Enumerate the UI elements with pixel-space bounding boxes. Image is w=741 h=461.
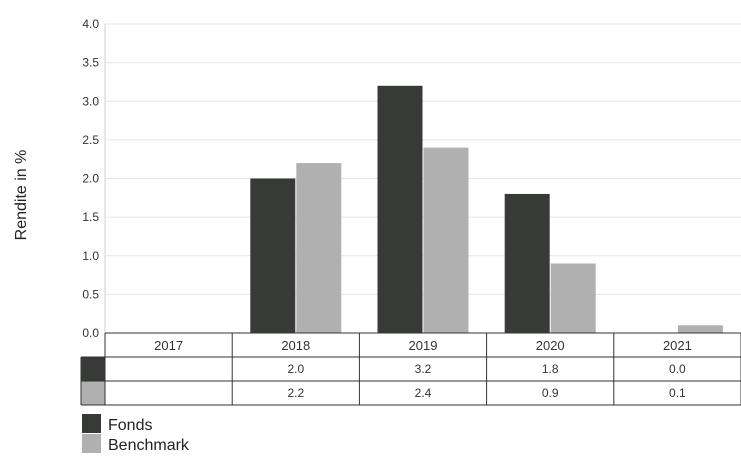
data-table: 2017 2018 2019 2020 2021 2.0 3.2 1.8 0.0 2.2 2.4 0.… xyxy=(80,332,741,406)
y-tick-label: 0.5 xyxy=(82,287,99,301)
legend-swatch-fonds xyxy=(82,414,101,433)
category-label: 2020 xyxy=(536,338,565,353)
y-tick-label: 2.5 xyxy=(82,133,99,147)
category-label: 2018 xyxy=(281,338,310,353)
data-label: 3.2 xyxy=(415,362,432,376)
bar-fonds-2020 xyxy=(504,193,550,333)
data-label: 1.8 xyxy=(542,362,559,376)
data-label: 2.4 xyxy=(415,386,432,400)
category-label: 2017 xyxy=(154,338,183,353)
legend-label: Benchmark xyxy=(108,437,190,454)
table-swatch-fonds xyxy=(81,357,105,381)
y-tick-label: 1.0 xyxy=(82,249,99,263)
data-label: 0.1 xyxy=(669,386,686,400)
category-label: 2021 xyxy=(663,338,692,353)
category-label: 2019 xyxy=(409,338,438,353)
bar-benchmark-2019 xyxy=(423,147,469,333)
legend-label: Fonds xyxy=(108,417,152,434)
data-label: 2.2 xyxy=(287,386,304,400)
table-swatch-benchmark xyxy=(81,381,105,405)
legend-swatch-benchmark xyxy=(82,434,101,453)
y-tick-label: 2.0 xyxy=(82,172,99,186)
y-tick-label: 0.0 xyxy=(82,326,99,340)
y-axis-ticks: 0.0 0.5 1.0 1.5 2.0 2.5 3.0 3.5 4.0 xyxy=(82,17,99,340)
data-label: 0.9 xyxy=(542,386,559,400)
bar-benchmark-2021 xyxy=(677,325,723,333)
data-label: 0.0 xyxy=(669,362,686,376)
data-label: 2.0 xyxy=(287,362,304,376)
gridlines xyxy=(104,23,741,334)
y-tick-label: 4.0 xyxy=(82,17,99,31)
bar-fonds-2018 xyxy=(250,178,296,333)
y-tick-label: 1.5 xyxy=(82,210,99,224)
bar-benchmark-2020 xyxy=(550,263,596,333)
bar-fonds-2019 xyxy=(377,85,423,333)
y-axis-label: Rendite in % xyxy=(13,150,30,241)
y-tick-label: 3.0 xyxy=(82,94,99,108)
y-tick-label: 3.5 xyxy=(82,56,99,70)
legend: Fonds Benchmark xyxy=(82,414,190,454)
bar-benchmark-2018 xyxy=(296,163,342,333)
bars xyxy=(250,85,723,333)
